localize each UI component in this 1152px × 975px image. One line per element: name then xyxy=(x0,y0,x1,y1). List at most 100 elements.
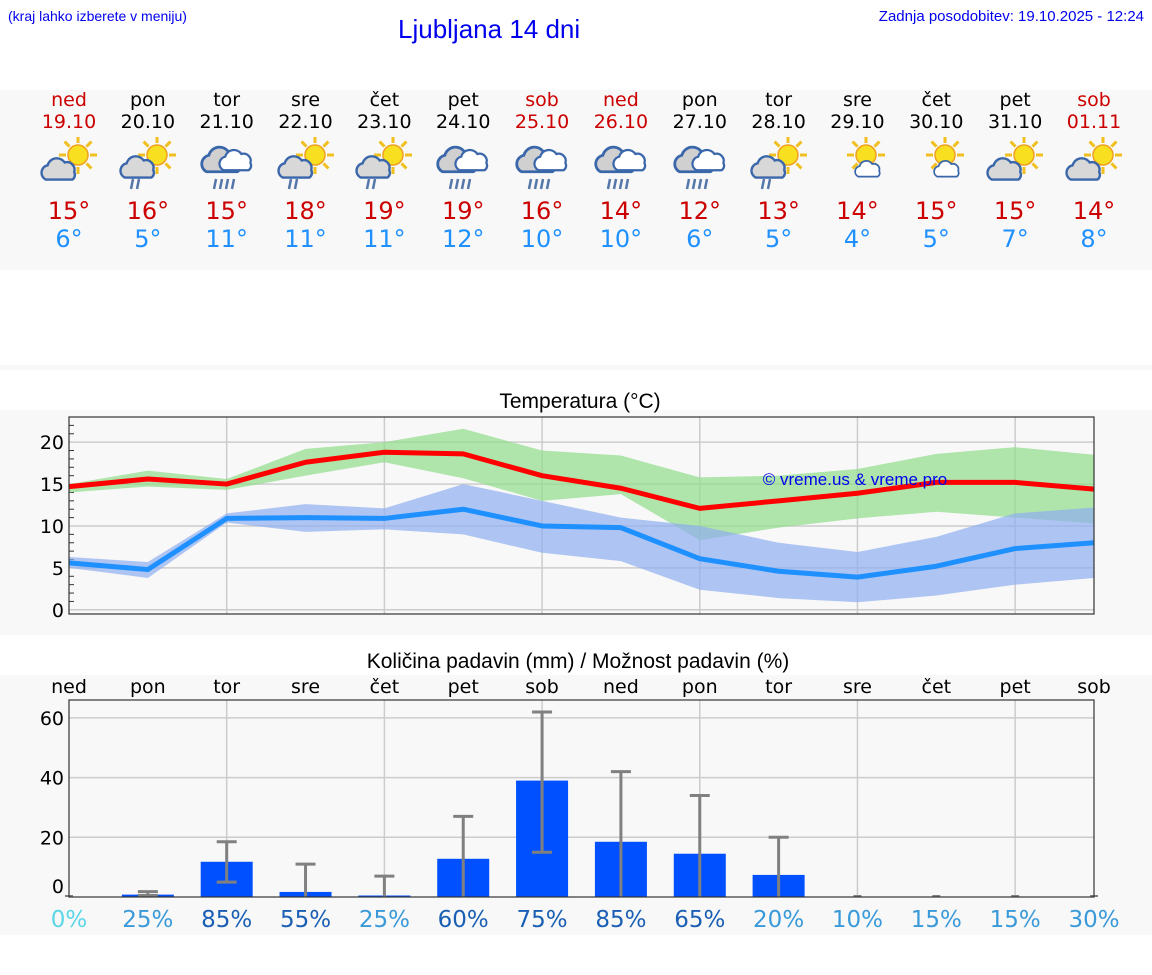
min-temp: 5° xyxy=(134,225,162,253)
day-date: 20.10 xyxy=(120,111,176,133)
location-hint: (kraj lahko izberete v meniju) xyxy=(8,8,187,24)
y-tick-label: 0 xyxy=(52,600,64,622)
day-name: sre xyxy=(842,89,872,111)
precip-probability: 15% xyxy=(990,907,1041,933)
partly-cloudy-icon xyxy=(1065,137,1122,181)
cloud-rain-icon xyxy=(515,145,568,190)
divider xyxy=(0,365,1152,370)
day-date: 29.10 xyxy=(830,111,885,133)
min-temp: 6° xyxy=(55,225,83,253)
x-category-label: ned xyxy=(51,676,87,698)
x-category-label: čet xyxy=(370,676,400,698)
max-temp-line xyxy=(68,449,1095,511)
precip-probability: 10% xyxy=(832,907,883,933)
day-name: sob xyxy=(1077,89,1111,111)
y-tick-label: 0 xyxy=(52,876,64,898)
day-name: ned xyxy=(51,89,87,111)
x-category-label: tor xyxy=(765,676,792,698)
max-temp: 14° xyxy=(599,197,643,225)
page-title: Ljubljana 14 dni xyxy=(398,14,581,44)
cloud-rain-icon xyxy=(200,145,252,190)
sun-cloud-light-rain-icon xyxy=(119,137,176,190)
day-date: 01.11 xyxy=(1066,111,1122,133)
cloud-rain-icon xyxy=(436,145,489,190)
max-temp: 15° xyxy=(915,197,958,225)
day-column: pet 24.10 19° 12° xyxy=(424,89,502,254)
day-name: tor xyxy=(213,89,241,111)
y-tick-label: 15 xyxy=(40,474,64,496)
max-temp: 14° xyxy=(836,197,879,225)
day-date: 31.10 xyxy=(987,111,1043,133)
day-column: pon 20.10 16° 5° xyxy=(109,90,187,253)
min-temp: 6° xyxy=(686,225,714,253)
min-temp-range-band xyxy=(69,484,1094,603)
sun xyxy=(1084,137,1122,174)
x-category-label: pon xyxy=(682,676,718,698)
max-temp: 15° xyxy=(47,197,91,225)
x-category-label: tor xyxy=(213,676,240,698)
y-tick-label: 20 xyxy=(40,827,64,849)
day-column: tor 21.10 15° 11° xyxy=(188,89,266,254)
min-temp: 8° xyxy=(1080,225,1108,253)
day-name: čet xyxy=(369,89,400,111)
x-category-label: čet xyxy=(922,676,952,698)
min-temp: 5° xyxy=(764,225,793,253)
min-temp: 7° xyxy=(1001,225,1029,253)
x-category-label: pet xyxy=(448,676,479,698)
min-temp: 10° xyxy=(599,225,643,253)
day-date: 30.10 xyxy=(909,111,964,133)
max-temp: 18° xyxy=(284,197,327,225)
y-tick-label: 20 xyxy=(40,432,64,454)
day-column: sob 01.11 14° 8° xyxy=(1055,90,1133,253)
sun xyxy=(847,137,886,174)
day-date: 26.10 xyxy=(593,111,649,133)
day-date: 25.10 xyxy=(514,111,570,133)
day-name: sre xyxy=(291,89,321,111)
watermark: © vreme.us & vreme.pro xyxy=(763,470,947,489)
min-temp: 4° xyxy=(843,225,872,253)
forecast-strip xyxy=(0,90,1152,270)
x-category-label: sre xyxy=(291,676,320,698)
precip-probability: 60% xyxy=(438,907,489,933)
day-column: čet 23.10 19° 11° xyxy=(345,90,423,253)
day-date: 21.10 xyxy=(199,111,254,133)
sun-small-cloud-icon xyxy=(847,137,886,178)
x-category-label: ned xyxy=(603,676,639,698)
max-temp: 19° xyxy=(363,197,406,225)
max-temp: 16° xyxy=(520,197,564,225)
precip-probability: 75% xyxy=(517,907,568,933)
temperature-plot-frame xyxy=(68,416,1095,615)
day-date: 28.10 xyxy=(751,111,806,133)
precip-probability: 85% xyxy=(595,907,646,933)
day-name: pet xyxy=(447,89,479,111)
sun-small-cloud-icon xyxy=(926,137,965,178)
day-name: ned xyxy=(603,89,639,111)
precipitation-plot-frame xyxy=(68,699,1095,898)
day-column: ned 26.10 14° 10° xyxy=(582,89,660,254)
y-tick-label: 5 xyxy=(52,558,64,580)
day-date: 27.10 xyxy=(672,111,727,133)
precip-probability: 25% xyxy=(359,907,410,933)
precipitation-chart-title: Količina padavin (mm) / Možnost padavin … xyxy=(367,650,790,673)
partly-cloudy-icon xyxy=(40,137,97,181)
min-temp: 11° xyxy=(363,225,406,253)
min-temp: 11° xyxy=(205,225,248,253)
max-temp: 12° xyxy=(678,197,722,225)
day-date: 19.10 xyxy=(41,111,97,133)
min-temp: 5° xyxy=(922,225,950,253)
day-date: 24.10 xyxy=(436,111,491,133)
max-temp: 15° xyxy=(993,197,1037,225)
max-temp: 19° xyxy=(441,197,485,225)
day-date: 23.10 xyxy=(357,111,412,133)
day-name: pon xyxy=(129,89,166,111)
precip-probability: 65% xyxy=(674,907,725,933)
min-temp: 12° xyxy=(441,225,485,253)
day-name: čet xyxy=(921,89,952,111)
min-temp-line xyxy=(68,506,1095,580)
sun-cloud-light-rain-icon xyxy=(355,137,413,190)
x-category-label: sre xyxy=(843,676,872,698)
day-column: ned 19.10 15° 6° xyxy=(30,90,108,253)
x-category-label: pet xyxy=(1000,676,1031,698)
x-category-label: pon xyxy=(130,676,166,698)
max-temp: 15° xyxy=(205,197,248,225)
